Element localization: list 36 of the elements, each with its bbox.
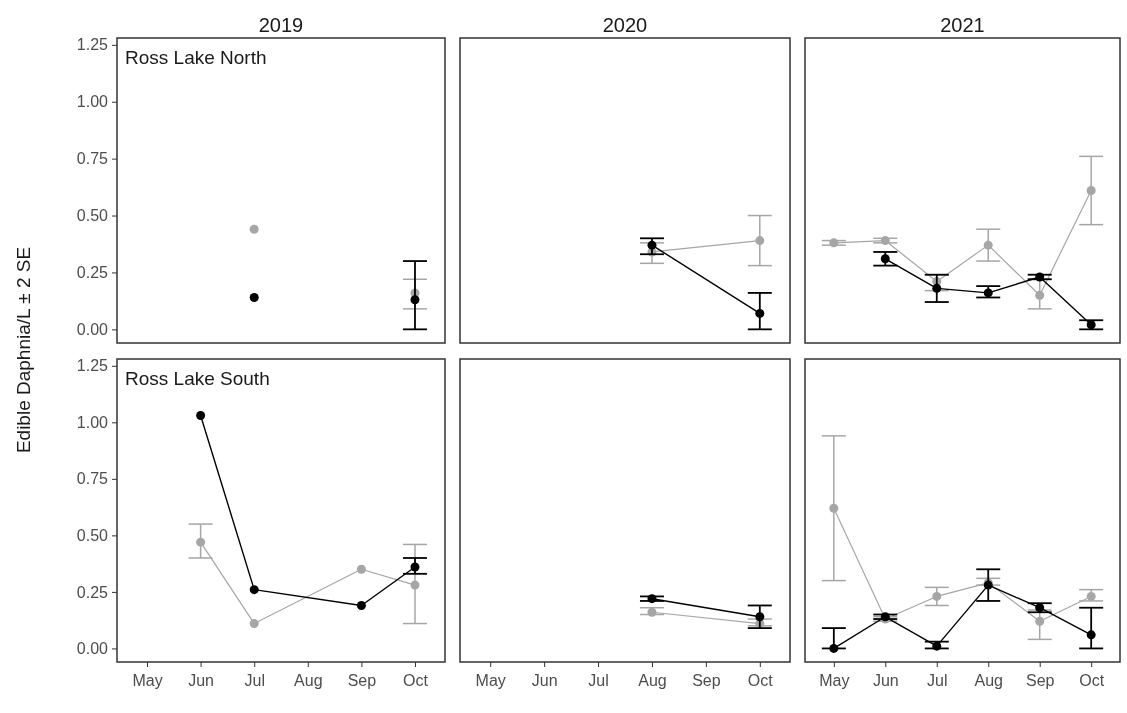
x-tick-label: Sep	[692, 672, 721, 690]
chart-title: 2020	[602, 14, 648, 36]
x-tick-label: Jul	[927, 672, 948, 690]
x-tick-label: May	[819, 672, 850, 690]
x-tick-label: Jul	[244, 672, 265, 690]
x-tick-label: Oct	[1079, 672, 1105, 690]
x-tick-label: Jun	[188, 672, 215, 690]
y-tick-label: 0.00	[76, 640, 109, 658]
x-tick-label: Jul	[588, 672, 609, 690]
y-tick-label: 1.00	[76, 93, 109, 111]
y-tick-label: 0.75	[76, 150, 109, 168]
x-tick-label: May	[132, 672, 163, 690]
y-axis-title: Edible Daphnia/L ± 2 SE	[13, 246, 34, 454]
x-tick-label: Oct	[403, 672, 429, 690]
y-tick-label: 0.00	[76, 320, 109, 338]
y-tick-label: 1.00	[76, 413, 109, 431]
annotation: Ross Lake South	[125, 368, 270, 389]
annotation: Ross Lake North	[125, 47, 267, 68]
y-tick-label: 0.50	[76, 526, 109, 544]
y-tick-label: 1.25	[76, 36, 109, 54]
y-tick-label: 1.25	[76, 357, 109, 375]
x-tick-label: May	[475, 672, 506, 690]
x-tick-label: Aug	[638, 672, 667, 690]
y-tick-label: 0.50	[76, 207, 109, 225]
chart-title: 2019	[258, 14, 304, 36]
y-tick-label: 0.75	[76, 470, 109, 488]
x-tick-label: Jun	[531, 672, 558, 690]
x-tick-label: Jun	[872, 672, 899, 690]
chart-title: 2021	[940, 14, 985, 36]
x-tick-label: Sep	[347, 672, 377, 690]
y-tick-label: 0.25	[76, 264, 109, 282]
x-tick-label: Aug	[294, 672, 323, 690]
x-tick-label: Sep	[1025, 672, 1055, 690]
x-tick-label: Oct	[747, 672, 774, 690]
x-tick-label: Aug	[974, 672, 1003, 690]
y-tick-label: 0.25	[76, 583, 109, 601]
